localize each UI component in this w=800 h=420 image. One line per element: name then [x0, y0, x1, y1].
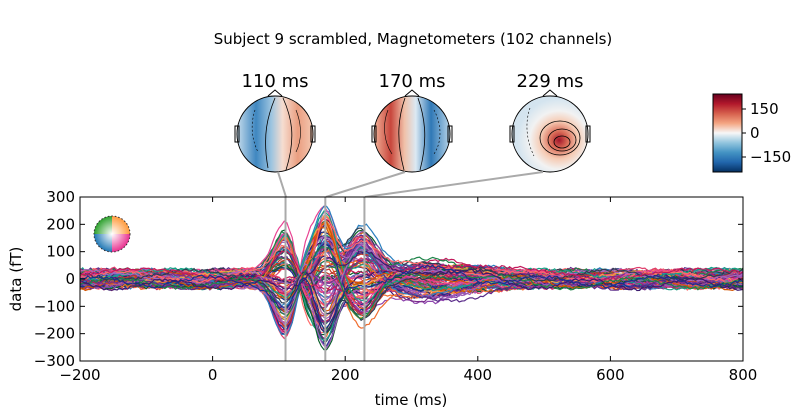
topomap-connectors [277, 171, 544, 198]
channel-trace [79, 244, 744, 326]
y-axis-label: data (fT) [7, 247, 25, 312]
channel-trace [79, 240, 744, 326]
channel-trace [79, 264, 744, 331]
topomap-label-110: 110 ms [242, 71, 309, 92]
y-tick-label: 300 [46, 188, 75, 206]
channel-trace [79, 267, 744, 322]
channel-trace [79, 210, 744, 303]
y-tick-label: 0 [65, 270, 75, 288]
y-axis-ticks: 300 200 100 0 −100 −200 −300 [34, 188, 743, 370]
topomap-110ms [234, 89, 316, 173]
x-tick-label: 600 [596, 366, 625, 384]
y-tick-label: −200 [34, 325, 75, 343]
y-tick-label: 200 [46, 215, 75, 233]
x-tick-label: 800 [729, 366, 758, 384]
x-axis-ticks: −200 0 200 400 600 800 [59, 197, 757, 384]
topomap-170ms [371, 89, 453, 173]
x-tick-label: 0 [208, 366, 218, 384]
x-tick-label: −200 [59, 366, 100, 384]
topomap-label-170: 170 ms [379, 71, 446, 92]
x-axis-label: time (ms) [375, 391, 448, 409]
channel-trace [79, 246, 744, 320]
topomap-label-229: 229 ms [517, 71, 584, 92]
colorbar: 150 0 −150 [712, 93, 791, 173]
y-tick-label: 100 [46, 243, 75, 261]
x-tick-label: 200 [331, 366, 360, 384]
colorbar-tick-150: 150 [750, 100, 779, 118]
y-tick-label: −300 [34, 352, 75, 370]
channel-trace [79, 216, 744, 284]
channel-trace [79, 250, 744, 292]
x-tick-label: 400 [463, 366, 492, 384]
y-tick-label: −100 [34, 297, 75, 315]
topomap-229ms [509, 89, 591, 173]
plot-area [79, 196, 744, 362]
channel-traces [79, 205, 744, 351]
sensor-color-legend [93, 215, 131, 253]
colorbar-tick-0: 0 [750, 124, 760, 142]
topomap-time-markers [284, 197, 366, 361]
chart-title: Subject 9 scrambled, Magnetometers (102 … [214, 30, 613, 48]
colorbar-tick-neg150: −150 [750, 148, 791, 166]
